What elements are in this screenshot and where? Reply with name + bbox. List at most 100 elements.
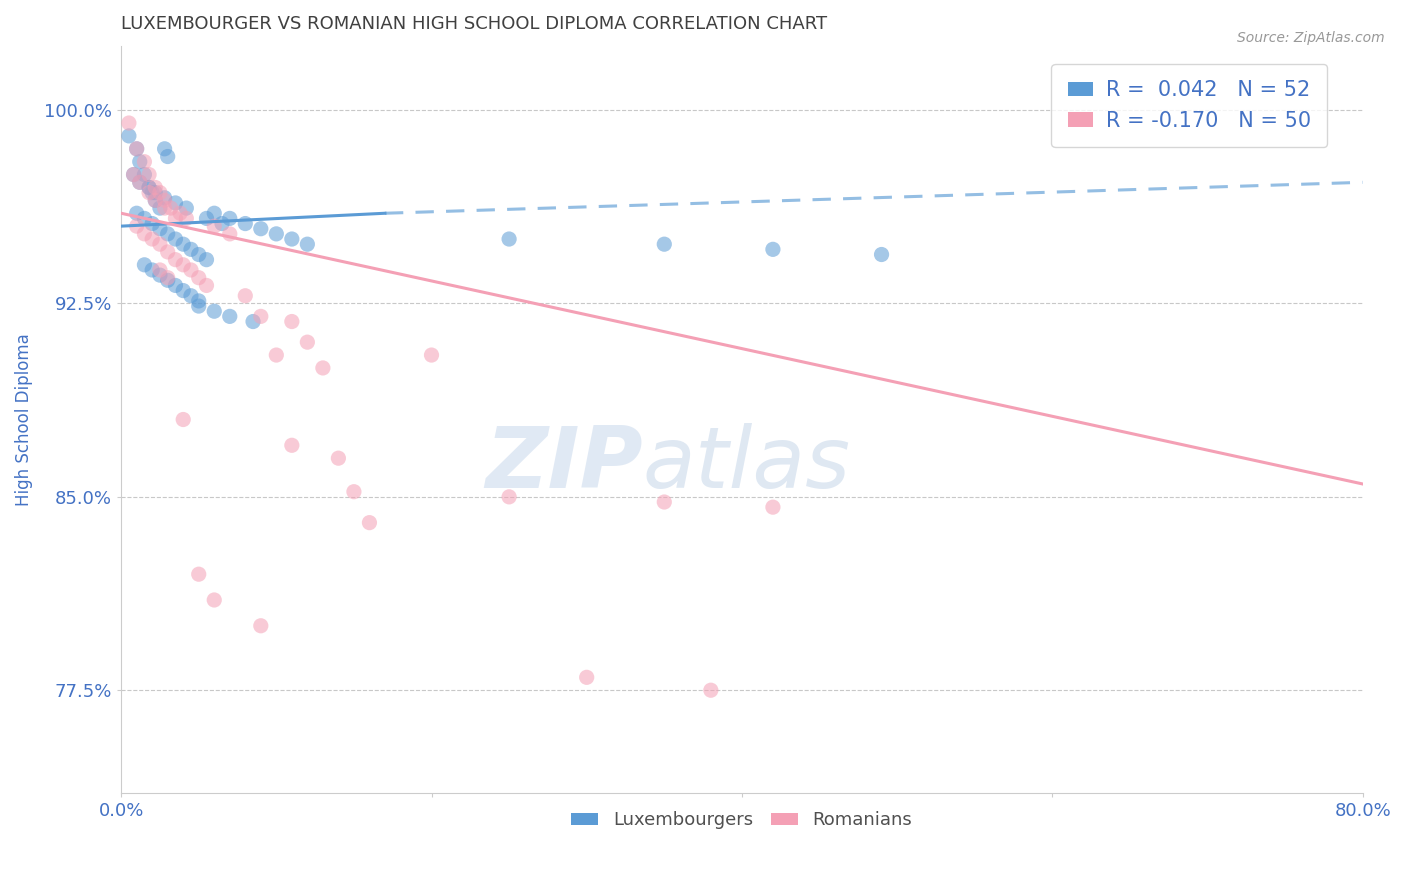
- Point: [195, 278, 218, 293]
- Point: [138, 180, 160, 194]
- Point: [176, 211, 198, 226]
- Point: [218, 310, 240, 324]
- Point: [652, 495, 675, 509]
- Point: [122, 168, 145, 182]
- Text: LUXEMBOURGER VS ROMANIAN HIGH SCHOOL DIPLOMA CORRELATION CHART: LUXEMBOURGER VS ROMANIAN HIGH SCHOOL DIP…: [121, 15, 827, 33]
- Point: [233, 289, 256, 303]
- Point: [218, 227, 240, 241]
- Point: [141, 186, 163, 200]
- Point: [266, 227, 288, 241]
- Point: [153, 194, 176, 208]
- Point: [134, 227, 156, 241]
- Point: [143, 180, 166, 194]
- Point: [138, 180, 160, 194]
- Point: [128, 175, 150, 189]
- Point: [149, 221, 172, 235]
- Point: [249, 619, 271, 633]
- Point: [138, 168, 160, 182]
- Point: [195, 211, 218, 226]
- Point: [202, 219, 225, 234]
- Point: [149, 186, 172, 200]
- Point: [134, 258, 156, 272]
- Point: [143, 194, 166, 208]
- Point: [195, 252, 218, 267]
- Point: [159, 201, 181, 215]
- Point: [149, 201, 172, 215]
- Point: [156, 227, 179, 241]
- Point: [297, 335, 319, 350]
- Text: ZIP: ZIP: [485, 423, 643, 506]
- Point: [233, 217, 256, 231]
- Point: [156, 244, 179, 259]
- Text: atlas: atlas: [643, 423, 851, 506]
- Point: [165, 278, 187, 293]
- Point: [165, 232, 187, 246]
- Point: [141, 217, 163, 231]
- Point: [134, 211, 156, 226]
- Point: [180, 263, 202, 277]
- Point: [156, 273, 179, 287]
- Point: [172, 258, 194, 272]
- Point: [153, 191, 176, 205]
- Point: [266, 348, 288, 362]
- Point: [169, 206, 191, 220]
- Point: [128, 154, 150, 169]
- Y-axis label: High School Diploma: High School Diploma: [15, 333, 32, 506]
- Point: [172, 284, 194, 298]
- Point: [420, 348, 443, 362]
- Legend: Luxembourgers, Romanians: Luxembourgers, Romanians: [564, 805, 920, 837]
- Point: [187, 247, 209, 261]
- Point: [165, 252, 187, 267]
- Point: [153, 142, 176, 156]
- Point: [652, 237, 675, 252]
- Point: [156, 149, 179, 163]
- Point: [125, 142, 148, 156]
- Point: [700, 683, 723, 698]
- Point: [343, 484, 366, 499]
- Point: [125, 142, 148, 156]
- Point: [172, 237, 194, 252]
- Point: [328, 451, 350, 466]
- Point: [134, 168, 156, 182]
- Point: [149, 268, 172, 282]
- Point: [187, 299, 209, 313]
- Point: [180, 289, 202, 303]
- Point: [165, 211, 187, 226]
- Point: [297, 237, 319, 252]
- Point: [218, 211, 240, 226]
- Point: [172, 412, 194, 426]
- Point: [498, 232, 520, 246]
- Point: [128, 175, 150, 189]
- Point: [153, 201, 176, 215]
- Point: [125, 219, 148, 234]
- Point: [249, 221, 271, 235]
- Point: [575, 670, 598, 684]
- Point: [180, 243, 202, 257]
- Point: [141, 232, 163, 246]
- Point: [156, 270, 179, 285]
- Point: [187, 567, 209, 582]
- Point: [202, 304, 225, 318]
- Point: [138, 186, 160, 200]
- Point: [118, 128, 141, 143]
- Point: [762, 500, 785, 515]
- Point: [870, 247, 893, 261]
- Point: [118, 116, 141, 130]
- Point: [762, 243, 785, 257]
- Point: [359, 516, 381, 530]
- Point: [125, 206, 148, 220]
- Point: [176, 201, 198, 215]
- Point: [281, 438, 304, 452]
- Point: [187, 293, 209, 308]
- Point: [149, 263, 172, 277]
- Point: [249, 310, 271, 324]
- Point: [143, 186, 166, 200]
- Point: [242, 314, 264, 328]
- Point: [202, 206, 225, 220]
- Point: [312, 360, 335, 375]
- Point: [141, 263, 163, 277]
- Point: [143, 194, 166, 208]
- Point: [498, 490, 520, 504]
- Point: [202, 593, 225, 607]
- Point: [149, 237, 172, 252]
